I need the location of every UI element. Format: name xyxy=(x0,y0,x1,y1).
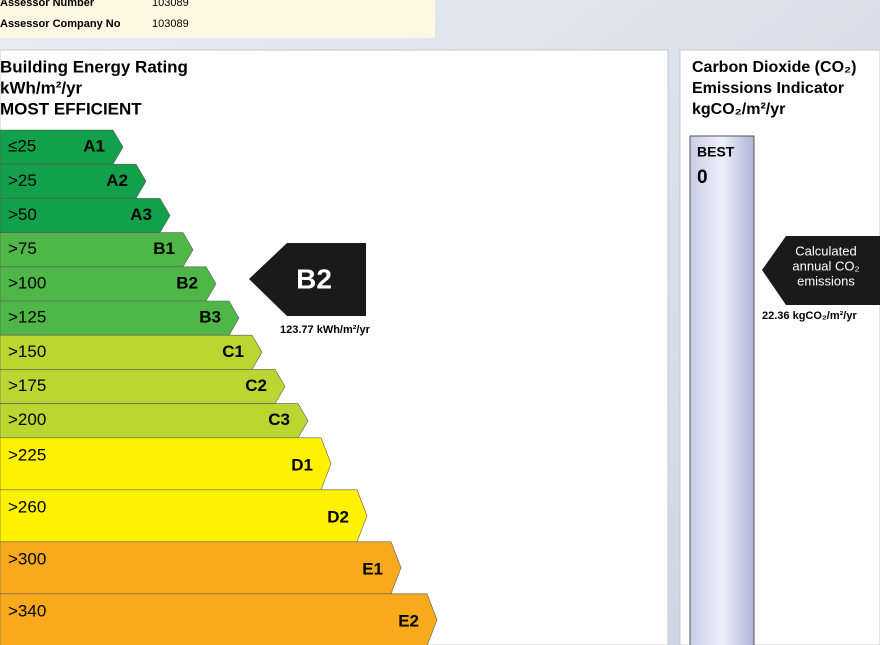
assessor-label: Assessor Number xyxy=(0,0,95,9)
band-grade: B2 xyxy=(176,273,198,292)
band-grade: B1 xyxy=(153,239,175,258)
band-grade: E2 xyxy=(398,611,419,630)
assessor-value: 103089 xyxy=(152,18,189,30)
result-value: 123.77 kWh/m²/yr xyxy=(280,324,371,336)
assessor-label: Assessor Company No xyxy=(0,18,121,30)
rating-band xyxy=(0,541,402,595)
band-range: >100 xyxy=(8,273,46,292)
rating-band xyxy=(0,489,368,543)
co2-indicator-text: emissions xyxy=(797,273,855,288)
band-range: >25 xyxy=(8,171,37,190)
band-range: >260 xyxy=(8,497,46,516)
band-range: >300 xyxy=(8,549,46,568)
band-grade: C3 xyxy=(268,410,290,429)
co2-texts: Carbon Dioxide (CO₂) Emissions Indicator k… xyxy=(692,59,860,288)
band-range: >125 xyxy=(8,308,46,327)
co2-title: Carbon Dioxide (CO₂) xyxy=(692,59,856,76)
rating-band xyxy=(0,232,194,268)
co2-arrow xyxy=(762,236,880,305)
rating-band xyxy=(0,369,286,404)
band-grade: C2 xyxy=(245,376,267,395)
co2-scale-label: BEST xyxy=(697,144,735,160)
rating-band xyxy=(0,593,438,645)
rating-band xyxy=(0,163,147,199)
band-range: >175 xyxy=(8,376,46,395)
assessor-box xyxy=(0,0,435,38)
band-range: >200 xyxy=(8,410,46,429)
co2-title: kgCO₂/m²/yr xyxy=(692,101,785,118)
band-grade: B3 xyxy=(199,308,221,327)
co2-value: 22.36 kgCO₂/m²/yr xyxy=(762,310,857,322)
co2-title: Emissions Indicator xyxy=(692,80,844,97)
co2-indicator-text: Calculated xyxy=(795,243,856,258)
band-grade: E1 xyxy=(362,559,383,578)
rating-band xyxy=(0,198,171,233)
co2-indicator-text: annual CO₂ xyxy=(792,258,859,273)
band-range: >50 xyxy=(8,205,37,224)
rating-band xyxy=(0,403,309,439)
result-grade: B2 xyxy=(296,263,332,294)
rating-band xyxy=(0,129,124,165)
band-range: >150 xyxy=(8,342,46,361)
band-grade: A3 xyxy=(130,205,152,224)
band-range: >225 xyxy=(8,445,46,464)
band-grade: C1 xyxy=(222,342,244,361)
result-arrow xyxy=(249,243,366,316)
co2-scale-bar xyxy=(689,135,755,645)
rating-title: Building Energy Rating xyxy=(0,57,188,76)
rating-title: MOST EFFICIENT xyxy=(0,99,142,118)
rating-band xyxy=(0,300,240,336)
rating-scale: Building Energy Rating kWh/m²/yr MOST EFFI… xyxy=(0,57,438,645)
band-range: ≤25 xyxy=(8,137,36,156)
rating-band xyxy=(0,437,332,491)
band-grade: D2 xyxy=(327,507,349,526)
co2-scale-value: 0 xyxy=(697,167,708,188)
rating-band xyxy=(0,266,217,302)
band-grade: D1 xyxy=(291,455,313,474)
assessor-info: Assessor Number 103089 Assessor Company No… xyxy=(0,0,189,30)
band-range: >75 xyxy=(8,239,37,258)
assessor-value: 103089 xyxy=(152,0,189,9)
band-grade: A2 xyxy=(106,171,128,190)
band-range: >340 xyxy=(8,601,46,620)
band-grade: A1 xyxy=(83,137,105,156)
rating-band xyxy=(0,334,263,370)
rating-title: kWh/m²/yr xyxy=(0,78,83,97)
